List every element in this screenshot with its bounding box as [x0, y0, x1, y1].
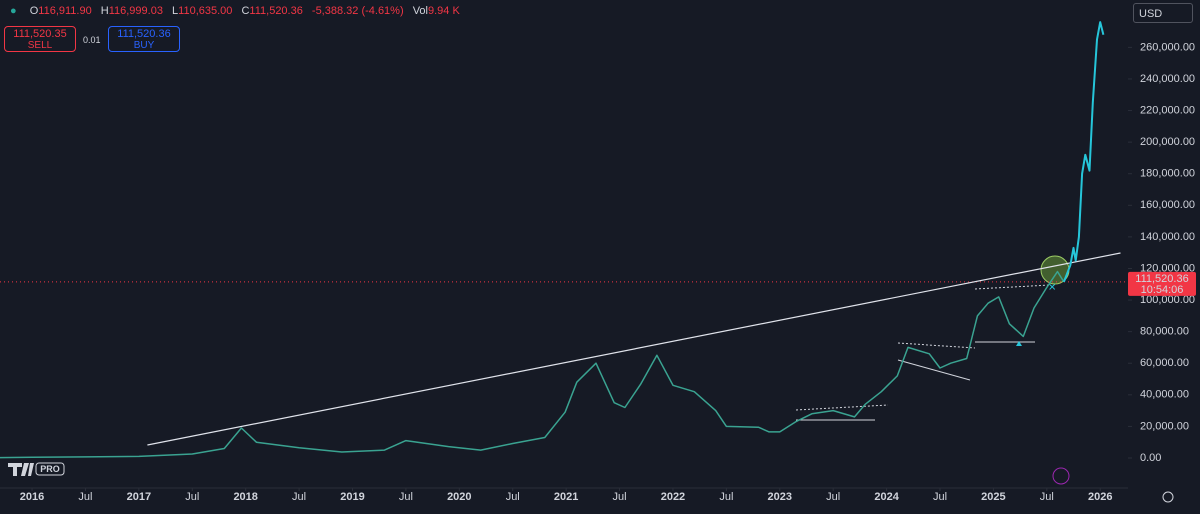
x-tick-label: Jul	[506, 491, 520, 503]
x-tick-label: 2022	[661, 491, 685, 503]
y-tick-label: 120,000.00	[1140, 262, 1195, 274]
y-tick-label: 40,000.00	[1140, 389, 1189, 401]
last-price-label: 111,520.36	[1135, 273, 1188, 285]
x-tick-label: 2020	[447, 491, 471, 503]
legend-header: ● O116,911.90 H116,999.03 L110,635.00 C1…	[10, 5, 466, 17]
y-tick-label: 180,000.00	[1140, 168, 1195, 180]
buy-button[interactable]: 111,520.36 BUY	[108, 26, 180, 52]
currency-select[interactable]: USD	[1133, 3, 1193, 23]
x-tick-label: Jul	[292, 491, 306, 503]
x-tick-label: 2026	[1088, 491, 1112, 503]
x-tick-label: 2019	[340, 491, 364, 503]
assistant-icon[interactable]	[1052, 467, 1070, 485]
ohlc-value: 110,635.00	[178, 5, 233, 17]
ohlc-value: 111,520.36	[249, 5, 303, 17]
volume-label: Vol	[412, 5, 428, 17]
x-tick-label: Jul	[185, 491, 199, 503]
sell-price: 111,520.35	[13, 28, 67, 40]
x-tick-label: 2023	[768, 491, 792, 503]
x-tick-label: Jul	[613, 491, 627, 503]
tv-logo: PRO	[8, 462, 65, 476]
y-tick-label: 0.00	[1140, 452, 1161, 464]
marker: ✕	[1048, 283, 1056, 294]
y-tick-label: 240,000.00	[1140, 73, 1195, 85]
y-tick-label: 80,000.00	[1140, 326, 1189, 338]
last-price-box	[1128, 271, 1196, 296]
x-tick-label: Jul	[719, 491, 733, 503]
price-axis	[1128, 0, 1200, 488]
y-tick-label: 260,000.00	[1140, 41, 1195, 53]
settings-icon[interactable]	[1162, 491, 1174, 503]
status-dot: ●	[10, 5, 17, 17]
y-tick-label: 60,000.00	[1140, 357, 1189, 369]
ohlc-label: H	[100, 5, 109, 17]
y-tick-label: 220,000.00	[1140, 104, 1195, 116]
logo-text: PRO	[40, 464, 60, 474]
y-tick-label: 140,000.00	[1140, 231, 1195, 243]
countdown: 10:54:06	[1141, 284, 1184, 296]
ohlc-label: O	[29, 5, 39, 17]
x-tick-label: 2021	[554, 491, 578, 503]
x-tick-label: 2025	[981, 491, 1005, 503]
ohlc-label: L	[172, 5, 179, 17]
pattern-lines	[795, 284, 1051, 421]
x-tick-label: Jul	[78, 491, 92, 503]
buy-label: BUY	[133, 40, 155, 51]
x-tick-label: 2017	[127, 491, 151, 503]
y-tick-label: 160,000.00	[1140, 199, 1195, 211]
x-tick-label: 2016	[20, 491, 44, 503]
volume: 9.94 K	[427, 5, 460, 17]
projection-line	[1062, 21, 1105, 283]
y-tick-label: 100,000.00	[1140, 294, 1195, 306]
sell-button[interactable]: 111,520.35 SELL	[4, 26, 76, 52]
price-line	[0, 270, 1065, 459]
x-tick-label: Jul	[933, 491, 947, 503]
trendline	[147, 252, 1121, 446]
ohlc-value: 116,999.03	[108, 5, 163, 17]
y-tick-label: 200,000.00	[1140, 136, 1195, 148]
ohlc-value: 116,911.90	[38, 5, 92, 17]
y-tick-label: 20,000.00	[1140, 420, 1189, 432]
x-tick-label: Jul	[1040, 491, 1054, 503]
x-tick-label: 2018	[233, 491, 257, 503]
quantity[interactable]: 0.01	[83, 35, 101, 45]
change: -5,388.32 (-4.61%)	[311, 5, 404, 17]
x-tick-label: Jul	[826, 491, 840, 503]
sell-label: SELL	[27, 40, 53, 51]
marker	[1016, 341, 1022, 346]
x-tick-label: Jul	[399, 491, 413, 503]
buy-price: 111,520.36	[117, 28, 171, 40]
x-tick-label: 2024	[874, 491, 899, 503]
ohlc-label: C	[241, 5, 250, 17]
